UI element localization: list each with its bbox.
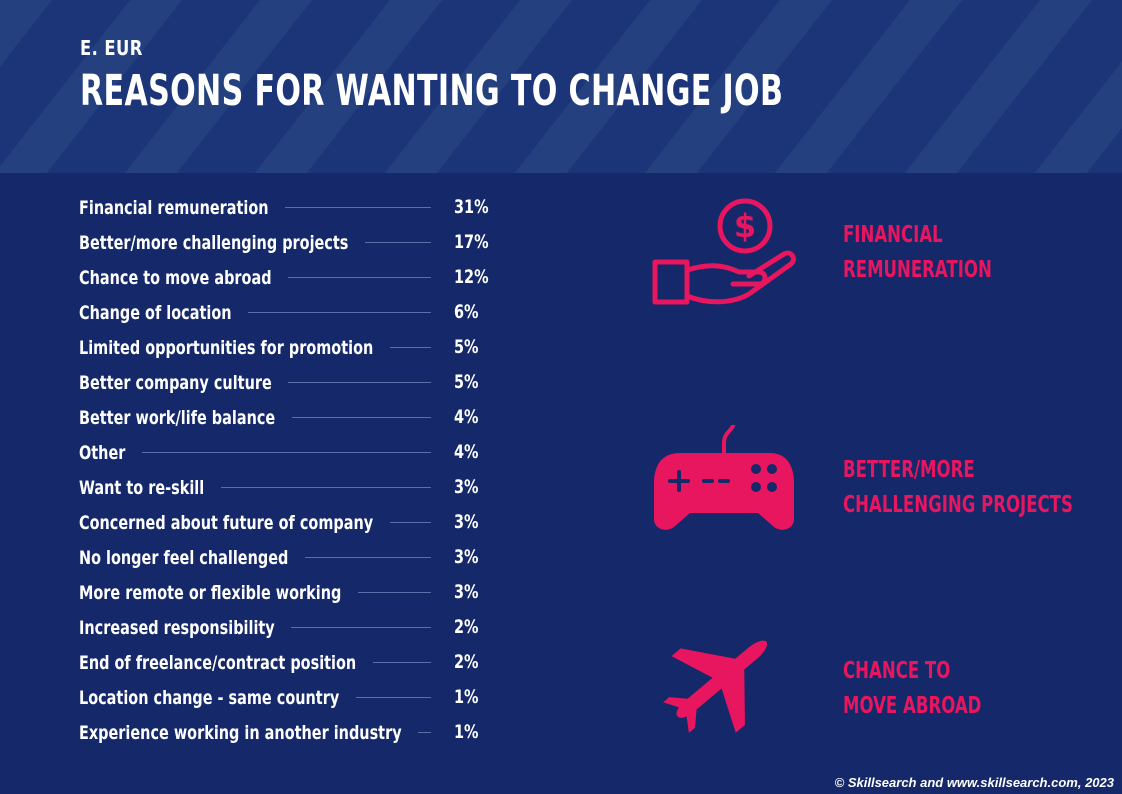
reason-label: End of freelance/contract position (79, 651, 357, 674)
reason-percent: 2% (454, 651, 479, 673)
reason-row: End of freelance/contract position 2% (79, 645, 489, 680)
leader-line (248, 312, 431, 313)
leader-line (390, 522, 431, 523)
leader-line (305, 557, 431, 558)
reason-label: Financial remuneration (79, 196, 269, 219)
reason-row: Want to re-skill 3% (79, 470, 489, 505)
callout-abroad-line2: MOVE ABROAD (843, 693, 982, 719)
reason-percent: 3% (454, 581, 479, 603)
money-hand-icon: $ (652, 198, 796, 305)
reason-percent: 3% (454, 546, 479, 568)
leader-line (292, 417, 431, 418)
reason-row: No longer feel challenged 3% (79, 540, 489, 575)
leader-line (390, 347, 431, 348)
reason-row: Limited opportunities for promotion 5% (79, 330, 489, 365)
callout-financial-line2: REMUNERATION (843, 257, 992, 283)
reason-percent: 2% (454, 616, 479, 638)
reason-row: Financial remuneration 31% (79, 190, 489, 225)
footer-credit: © Skillsearch and www.skillsearch.com, 2… (834, 775, 1114, 790)
reason-percent: 1% (454, 721, 479, 743)
svg-text:$: $ (734, 207, 756, 245)
reason-row: Better/more challenging projects 17% (79, 225, 489, 260)
reason-label: Want to re-skill (79, 476, 205, 499)
callout-projects-line1: BETTER/MORE (843, 457, 975, 483)
reason-row: Location change - same country 1% (79, 680, 489, 715)
reason-percent: 12% (454, 266, 489, 288)
reason-label: Concerned about future of company (79, 511, 374, 534)
leader-line (418, 732, 431, 733)
region-label: E. EUR (80, 36, 143, 60)
reason-row: More remote or flexible working 3% (79, 575, 489, 610)
reason-row: Increased responsibility 2% (79, 610, 489, 645)
reasons-list: Financial remuneration 31% Better/more cha… (79, 190, 489, 750)
reason-label: Increased responsibility (79, 616, 275, 639)
reason-percent: 4% (454, 406, 479, 428)
callout-projects: BETTER/MORE CHALLENGING PROJECTS (843, 453, 1073, 523)
page-title: REASONS FOR WANTING TO CHANGE JOB (80, 66, 784, 116)
reason-percent: 3% (454, 511, 479, 533)
callout-financial-line1: FINANCIAL (843, 222, 943, 248)
reason-label: Chance to move abroad (79, 266, 272, 289)
leader-line (288, 277, 431, 278)
leader-line (356, 697, 431, 698)
reason-label: Location change - same country (79, 686, 340, 709)
reason-label: No longer feel challenged (79, 546, 289, 569)
leader-line (365, 242, 431, 243)
callout-abroad-line1: CHANCE TO (843, 658, 951, 684)
callout-abroad: CHANCE TO MOVE ABROAD (843, 654, 981, 724)
reason-label: Other (79, 441, 126, 464)
reason-row: Better company culture 5% (79, 365, 489, 400)
gamepad-icon (654, 425, 794, 530)
reason-percent: 1% (454, 686, 479, 708)
reason-label: Better work/life balance (79, 406, 276, 429)
header-band: E. EUR REASONS FOR WANTING TO CHANGE JOB (0, 0, 1122, 173)
reason-label: Experience working in another industry (79, 721, 402, 744)
leader-line (221, 487, 431, 488)
reason-percent: 31% (454, 196, 489, 218)
reason-row: Change of location 6% (79, 295, 489, 330)
reason-percent: 5% (454, 371, 479, 393)
reason-row: Better work/life balance 4% (79, 400, 489, 435)
reason-percent: 17% (454, 231, 489, 253)
reason-percent: 5% (454, 336, 479, 358)
leader-line (142, 452, 431, 453)
leader-line (285, 207, 431, 208)
reason-percent: 6% (454, 301, 479, 323)
reason-row: Experience working in another industry 1% (79, 715, 489, 750)
callout-projects-line2: CHALLENGING PROJECTS (843, 492, 1073, 518)
reason-label: Limited opportunities for promotion (79, 336, 374, 359)
reason-row: Concerned about future of company 3% (79, 505, 489, 540)
reason-label: Better company culture (79, 371, 272, 394)
diagonal-stripes-pattern (0, 0, 1122, 173)
reason-label: Better/more challenging projects (79, 231, 349, 254)
reason-row: Chance to move abroad 12% (79, 260, 489, 295)
reason-percent: 4% (454, 441, 479, 463)
leader-line (288, 382, 431, 383)
leader-line (358, 592, 431, 593)
reason-label: Change of location (79, 301, 232, 324)
reason-percent: 3% (454, 476, 479, 498)
leader-line (373, 662, 431, 663)
reason-label: More remote or flexible working (79, 581, 342, 604)
airplane-icon (663, 640, 768, 733)
callout-financial: FINANCIAL REMUNERATION (843, 218, 992, 288)
reason-row: Other 4% (79, 435, 489, 470)
leader-line (291, 627, 431, 628)
